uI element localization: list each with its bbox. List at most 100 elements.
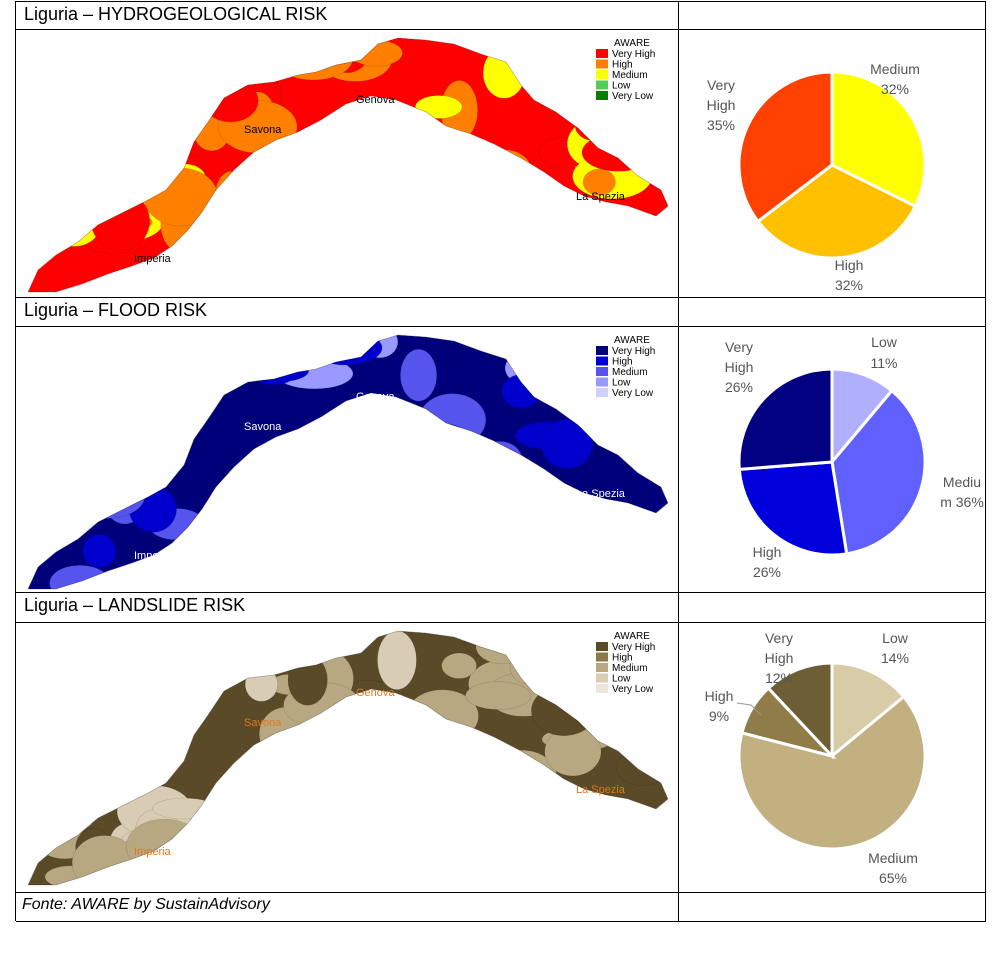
municipality-area: [601, 841, 643, 885]
city-label: Genova: [356, 687, 395, 699]
legend-label: Medium: [612, 663, 648, 674]
municipality-area: [348, 518, 428, 570]
map-regions: [28, 335, 668, 589]
legend-swatch: [596, 59, 608, 69]
municipality-area: [255, 542, 300, 589]
pie-cell-landslide: Low 14% Medium 65% High 9% Very High 12%: [679, 623, 986, 893]
municipality-area: [486, 766, 528, 815]
pie-label: High: [765, 650, 794, 666]
city-label: La Spezia: [576, 784, 626, 796]
municipality-area: [415, 95, 463, 119]
municipality-area: [307, 420, 377, 466]
legend-label: Low: [612, 674, 631, 685]
municipality-area: [28, 147, 86, 202]
municipality-area: [294, 423, 356, 469]
city-label: Savona: [244, 124, 282, 136]
municipality-area: [576, 202, 608, 239]
pie-slice-very-high: [766, 661, 834, 760]
city-label: Genova: [356, 94, 395, 106]
pie-slice-very-high: [737, 70, 834, 224]
legend-label: Low: [612, 81, 631, 92]
map-regions: [28, 631, 668, 885]
municipality-area: [31, 384, 74, 441]
pie-slice-very-high: [737, 367, 834, 471]
municipality-area: [475, 440, 523, 479]
municipality-area: [28, 394, 63, 427]
pie-label: High: [705, 688, 734, 704]
pie-slice-high: [737, 460, 849, 557]
legend-swatch: [596, 388, 608, 397]
municipality-area: [609, 246, 668, 292]
municipality-area: [66, 46, 115, 105]
municipality-area: [444, 760, 481, 783]
flood-risk-pie-chart: Low 11% Mediu m 36% High 26% Very High 26%: [725, 334, 984, 580]
pie-label: 14%: [881, 650, 909, 666]
legend-swatch: [596, 377, 608, 387]
pie-cell-flood: Low 11% Mediu m 36% High 26% Very High 26%: [679, 327, 986, 593]
landslide-risk-pie-chart: Low 14% Medium 65% High 9% Very High 12%: [705, 630, 927, 886]
municipality-area: [625, 518, 668, 547]
legend-label: High: [612, 60, 633, 71]
municipality-area: [309, 766, 371, 809]
pie-label: Mediu: [943, 474, 981, 490]
municipality-area: [340, 511, 404, 549]
pie-label: Very: [725, 339, 753, 355]
municipality-area: [81, 123, 123, 160]
municipality-area: [615, 748, 668, 786]
municipality-area: [182, 550, 263, 589]
municipality-area: [369, 163, 405, 200]
municipality-area: [28, 335, 61, 360]
municipality-area: [350, 39, 403, 67]
pie-label: 32%: [835, 277, 863, 293]
leader-line: [736, 702, 762, 716]
municipality-area: [251, 511, 284, 555]
map-cell-hydro: Savona Genova La Spezia Imperia AWARE Very Hi…: [16, 30, 679, 298]
municipality-area: [496, 188, 532, 218]
legend-label: Very High: [612, 346, 655, 357]
municipality-area: [225, 855, 258, 885]
municipality-area: [90, 191, 151, 251]
municipality-area: [534, 335, 592, 359]
pie-label: Very: [707, 77, 735, 93]
municipality-area: [108, 38, 186, 83]
legend-label: Very High: [612, 642, 655, 653]
title-cell-empty-2: [679, 298, 986, 327]
municipality-area: [235, 449, 293, 510]
title-cell-flood: Liguria – FLOOD RISK: [16, 298, 679, 327]
municipality-area: [482, 47, 526, 99]
municipality-area: [287, 543, 360, 589]
pie-label: 65%: [879, 870, 907, 886]
municipality-area: [243, 637, 310, 668]
municipality-area: [452, 263, 513, 292]
map-cell-flood: Savona Genova La Spezia Imperia AWARE Very Hi…: [16, 327, 679, 593]
pie-label: 9%: [709, 708, 729, 724]
municipality-area: [296, 335, 372, 361]
municipality-area: [328, 131, 358, 178]
municipality-area: [109, 38, 171, 53]
legend-title: AWARE: [614, 631, 650, 642]
legend-swatch: [596, 80, 608, 90]
municipality-area: [599, 398, 657, 439]
municipality-area: [28, 432, 68, 455]
source-cell: Fonte: AWARE by SustainAdvisory: [16, 893, 679, 922]
title-cell-hydro: Liguria – HYDROGEOLOGICAL RISK: [16, 2, 679, 30]
panel-title-hydro: Liguria – HYDROGEOLOGICAL RISK: [24, 4, 328, 24]
legend-label: Very Low: [612, 91, 654, 102]
municipality-area: [67, 38, 118, 76]
municipality-area: [465, 681, 532, 710]
legend-label: High: [612, 653, 633, 664]
legend-title: AWARE: [614, 38, 650, 49]
municipality-area: [79, 149, 130, 170]
title-cell-empty-3: [679, 593, 986, 623]
municipality-area: [476, 149, 533, 195]
city-label: Imperia: [134, 550, 172, 562]
municipality-area: [28, 110, 70, 150]
municipality-area: [137, 703, 171, 745]
city-label: Genova: [356, 391, 395, 403]
pie-label: 26%: [725, 379, 753, 395]
municipality-area: [226, 565, 260, 588]
municipality-area: [28, 388, 92, 432]
legend-swatch: [596, 356, 608, 366]
